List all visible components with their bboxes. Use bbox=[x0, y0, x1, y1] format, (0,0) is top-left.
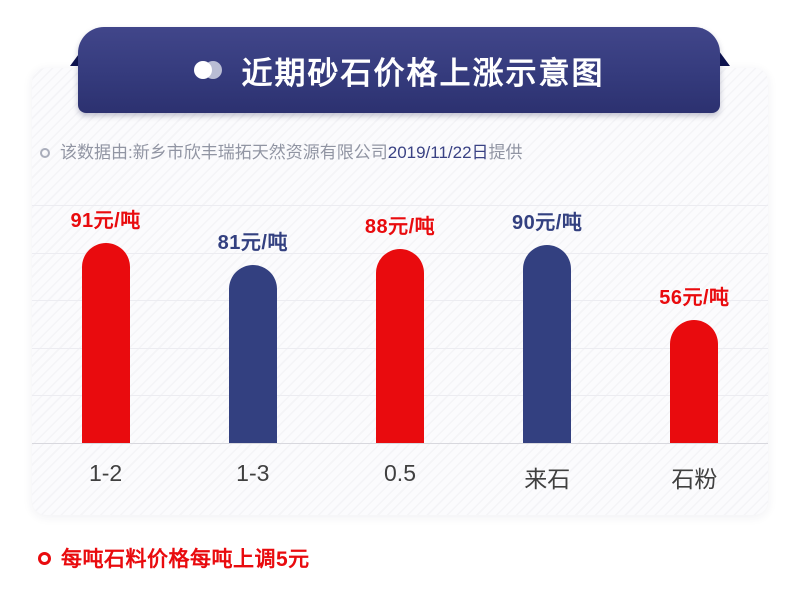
bar bbox=[228, 265, 277, 443]
chart-baseline bbox=[32, 443, 768, 444]
title-bullet-icon bbox=[193, 61, 224, 79]
bar-value-label: 90元/吨 bbox=[512, 212, 583, 234]
note-bullet-icon bbox=[40, 148, 50, 158]
data-source-note: 该数据由:新乡市欣丰瑞拓天然资源有限公司2019/11/22日提供 bbox=[40, 141, 523, 165]
bar-value-label: 56元/吨 bbox=[659, 287, 730, 309]
gridline bbox=[32, 205, 768, 206]
bar-column: 91元/吨 bbox=[32, 168, 179, 443]
source-note-suffix: 提供 bbox=[488, 143, 523, 162]
bar-value-label: 81元/吨 bbox=[217, 232, 288, 254]
title-banner: 近期砂石价格上涨示意图 bbox=[78, 27, 720, 113]
chart-card: 91元/吨 81元/吨 88元/吨 90元/吨 56元/吨 1-2 1-3 0.5 来石 石粉 bbox=[32, 68, 768, 515]
category-label: 1-3 bbox=[236, 460, 270, 486]
category-label: 0.5 bbox=[384, 460, 416, 486]
bar-column: 56元/吨 bbox=[621, 168, 768, 443]
bar bbox=[376, 249, 424, 443]
bar-column: 88元/吨 bbox=[326, 168, 473, 443]
bar bbox=[670, 320, 719, 443]
bar-value-label: 91元/吨 bbox=[70, 210, 141, 232]
category-label: 石粉 bbox=[671, 466, 718, 492]
bar-chart: 91元/吨 81元/吨 88元/吨 90元/吨 56元/吨 bbox=[32, 168, 768, 443]
footnote-bullet-icon bbox=[38, 551, 51, 565]
source-note-prefix: 该数据由:新乡市欣丰瑞拓天然资源有限公司 bbox=[60, 143, 388, 162]
bar-column: 81元/吨 bbox=[179, 168, 326, 443]
source-note-text: 该数据由:新乡市欣丰瑞拓天然资源有限公司2019/11/22日提供 bbox=[60, 141, 523, 165]
bar-value-label: 88元/吨 bbox=[364, 216, 436, 238]
page-title: 近期砂石价格上涨示意图 bbox=[241, 55, 605, 91]
footer-note: 每吨石料价格每吨上调5元 bbox=[38, 543, 310, 573]
category-label: 1-2 bbox=[88, 460, 123, 486]
bar-column: 90元/吨 bbox=[474, 168, 621, 443]
category-axis: 1-2 1-3 0.5 来石 石粉 bbox=[32, 460, 768, 494]
source-note-date: 2019/11/22日 bbox=[387, 143, 489, 162]
footer-note-text: 每吨石料价格每吨上调5元 bbox=[61, 548, 310, 571]
bar bbox=[523, 245, 572, 443]
category-label: 来石 bbox=[524, 466, 571, 492]
bar bbox=[81, 243, 130, 443]
